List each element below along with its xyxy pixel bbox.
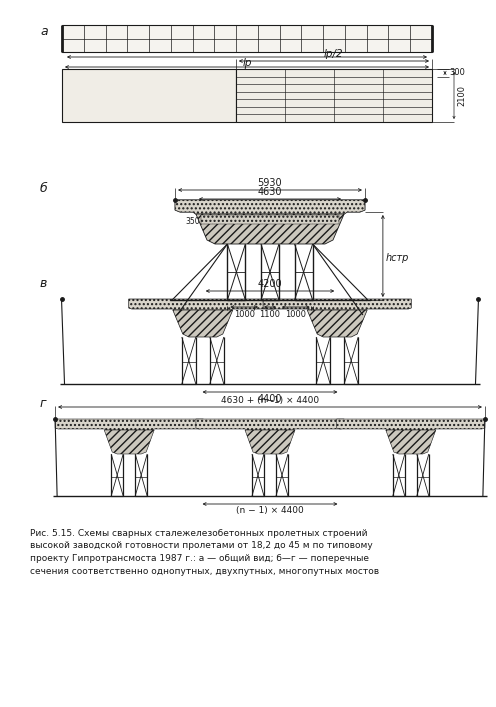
Text: 350: 350	[185, 217, 200, 226]
Text: Рис. 5.15. Схемы сварных сталежелезобетонных пролетных строений
высокой заводско: Рис. 5.15. Схемы сварных сталежелезобето…	[30, 529, 379, 575]
Polygon shape	[263, 299, 411, 310]
Text: a: a	[40, 25, 48, 38]
Text: 5930: 5930	[258, 178, 282, 188]
Text: 4400: 4400	[258, 394, 282, 404]
Text: б: б	[40, 182, 48, 195]
Text: (n − 1) × 4400: (n − 1) × 4400	[236, 506, 304, 515]
Polygon shape	[104, 430, 154, 454]
Text: 4200: 4200	[258, 279, 282, 289]
Text: 650: 650	[176, 203, 191, 212]
Bar	[236, 69, 432, 122]
Text: hстр: hстр	[386, 253, 409, 263]
Text: 1000: 1000	[234, 310, 255, 319]
Text: 2100: 2100	[457, 85, 466, 106]
Text: lр/2: lр/2	[324, 49, 344, 59]
Polygon shape	[196, 214, 344, 244]
Polygon shape	[307, 310, 367, 337]
Polygon shape	[173, 310, 233, 337]
Text: lн: lн	[242, 68, 252, 78]
Text: lр: lр	[242, 58, 252, 68]
Polygon shape	[129, 299, 277, 310]
Polygon shape	[386, 430, 436, 454]
Text: 4630: 4630	[258, 187, 282, 197]
Polygon shape	[175, 200, 365, 214]
Bar	[62, 25, 432, 52]
Text: 300: 300	[449, 69, 465, 78]
Polygon shape	[337, 419, 485, 430]
Polygon shape	[175, 200, 365, 214]
Bar	[62, 69, 236, 122]
Polygon shape	[245, 430, 295, 454]
Polygon shape	[196, 419, 344, 430]
Polygon shape	[201, 215, 339, 224]
Polygon shape	[55, 419, 203, 430]
Text: 1100: 1100	[259, 310, 281, 319]
Text: 1000: 1000	[285, 310, 307, 319]
Text: г: г	[40, 397, 47, 410]
Text: 4630 + (n−1) × 4400: 4630 + (n−1) × 4400	[221, 396, 319, 405]
Text: в: в	[40, 277, 48, 290]
